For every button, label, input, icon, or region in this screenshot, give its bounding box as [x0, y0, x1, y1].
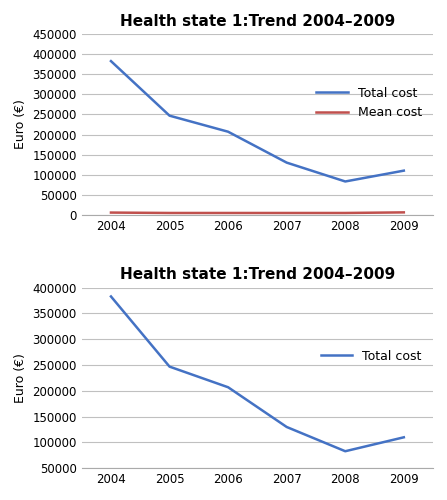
Total cost [108, 294, 114, 300]
Mean cost [401, 210, 406, 216]
Line: Mean cost: Mean cost [111, 212, 404, 213]
Legend: Total cost: Total cost [316, 345, 427, 368]
Line: Total cost: Total cost [111, 61, 404, 182]
Mean cost [167, 210, 172, 216]
Total cost [401, 168, 406, 173]
Total cost [401, 434, 406, 440]
Title: Health state 1:Trend 2004–2009: Health state 1:Trend 2004–2009 [120, 14, 395, 29]
Mean cost [108, 210, 114, 216]
Total cost [167, 364, 172, 370]
Line: Total cost: Total cost [111, 296, 404, 451]
Legend: Total cost, Mean cost: Total cost, Mean cost [312, 82, 427, 124]
Total cost [342, 448, 348, 454]
Y-axis label: Euro (€): Euro (€) [14, 100, 27, 150]
Total cost [108, 58, 114, 64]
Total cost [167, 112, 172, 118]
Title: Health state 1:Trend 2004–2009: Health state 1:Trend 2004–2009 [120, 268, 395, 282]
Total cost [225, 384, 231, 390]
Total cost [225, 128, 231, 134]
Total cost [342, 178, 348, 184]
Mean cost [342, 210, 348, 216]
Total cost [284, 160, 289, 166]
Mean cost [284, 210, 289, 216]
Y-axis label: Euro (€): Euro (€) [14, 353, 27, 403]
Mean cost [225, 210, 231, 216]
Total cost [284, 424, 289, 430]
